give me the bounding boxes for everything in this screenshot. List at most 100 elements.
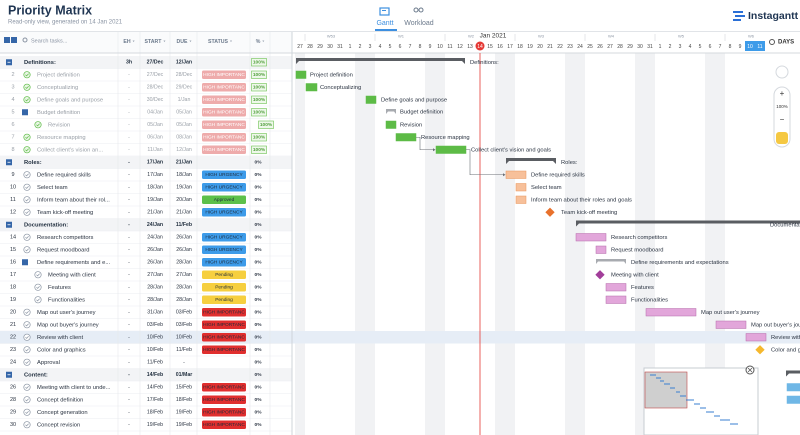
status-badge[interactable] bbox=[202, 133, 246, 142]
task-bar[interactable] bbox=[745, 333, 767, 342]
status-badge[interactable] bbox=[202, 295, 246, 305]
task-bar[interactable] bbox=[715, 320, 747, 329]
status-badge[interactable] bbox=[202, 320, 246, 330]
status-badge[interactable] bbox=[202, 145, 246, 155]
complete-checkbox[interactable] bbox=[23, 321, 31, 329]
complete-checkbox[interactable] bbox=[34, 296, 42, 304]
group-row-bg bbox=[0, 56, 292, 69]
task-bar[interactable] bbox=[365, 95, 377, 104]
status-badge[interactable] bbox=[202, 345, 246, 355]
task-name: Functionalities bbox=[48, 297, 85, 303]
milestone[interactable] bbox=[545, 207, 555, 217]
progress: 0% bbox=[255, 210, 263, 216]
status-badge[interactable] bbox=[202, 170, 246, 180]
complete-checkbox[interactable] bbox=[23, 146, 31, 154]
status-badge[interactable] bbox=[202, 420, 246, 430]
task-bar[interactable] bbox=[515, 183, 527, 192]
status-badge[interactable] bbox=[202, 333, 246, 342]
task-bar[interactable] bbox=[295, 70, 307, 79]
task-bar[interactable] bbox=[435, 145, 467, 154]
status-badge[interactable] bbox=[202, 270, 246, 280]
complete-checkbox[interactable] bbox=[23, 96, 31, 104]
complete-checkbox[interactable] bbox=[23, 196, 31, 204]
subgroup-toggle[interactable] bbox=[22, 109, 28, 116]
complete-checkbox[interactable] bbox=[23, 183, 31, 191]
status-label: HIGH IMPORTANC bbox=[203, 347, 245, 353]
complete-checkbox[interactable] bbox=[23, 408, 31, 416]
status-badge[interactable] bbox=[202, 408, 246, 417]
task-bar[interactable] bbox=[595, 245, 607, 254]
complete-checkbox[interactable] bbox=[34, 283, 42, 291]
complete-checkbox[interactable] bbox=[23, 333, 31, 341]
status-badge[interactable] bbox=[202, 233, 246, 242]
progress: 0% bbox=[255, 322, 263, 328]
status-badge[interactable] bbox=[202, 308, 246, 317]
complete-checkbox[interactable] bbox=[23, 171, 31, 179]
toolbar-button[interactable] bbox=[775, 65, 789, 79]
search-input[interactable]: Search tasks... bbox=[31, 38, 68, 44]
complete-checkbox[interactable] bbox=[23, 308, 31, 316]
complete-checkbox[interactable] bbox=[23, 383, 31, 391]
complete-checkbox[interactable] bbox=[23, 83, 31, 91]
status-badge[interactable] bbox=[202, 195, 246, 205]
task-bar[interactable] bbox=[605, 295, 627, 304]
column-header[interactable]: % bbox=[256, 39, 261, 45]
task-name: Resource mapping bbox=[37, 135, 86, 141]
day-label: 10 bbox=[437, 44, 443, 50]
column-header[interactable]: DUE bbox=[177, 39, 188, 45]
zoom-out[interactable]: − bbox=[780, 115, 785, 124]
task-bar[interactable] bbox=[385, 120, 397, 129]
status-badge[interactable] bbox=[202, 395, 246, 405]
toolbar-button[interactable] bbox=[776, 132, 788, 144]
effort-hours: - bbox=[128, 360, 130, 366]
task-bar[interactable] bbox=[645, 308, 697, 317]
status-badge[interactable] bbox=[202, 108, 246, 117]
progress: 0% bbox=[255, 222, 263, 228]
task-bar[interactable] bbox=[605, 283, 627, 292]
status-badge[interactable] bbox=[202, 208, 246, 217]
complete-checkbox[interactable] bbox=[23, 71, 31, 79]
column-header[interactable]: EH bbox=[123, 39, 130, 45]
status-badge[interactable] bbox=[202, 183, 246, 192]
column-header[interactable]: START bbox=[145, 39, 163, 45]
status-badge[interactable] bbox=[202, 95, 246, 105]
status-badge[interactable] bbox=[202, 70, 246, 80]
task-bar[interactable] bbox=[505, 170, 527, 179]
column-header[interactable]: STATUS bbox=[208, 39, 229, 45]
effort-hours: - bbox=[128, 272, 130, 278]
progress: 100% bbox=[260, 122, 273, 128]
task-bar[interactable] bbox=[515, 195, 527, 204]
due-date: 26/Jan bbox=[176, 235, 192, 241]
task-bar[interactable] bbox=[305, 83, 318, 92]
milestone[interactable] bbox=[595, 270, 605, 280]
zoom-in[interactable]: + bbox=[780, 89, 785, 98]
complete-checkbox[interactable] bbox=[23, 246, 31, 254]
status-badge[interactable] bbox=[202, 258, 246, 267]
gantt-tab[interactable]: Gantt bbox=[375, 7, 397, 31]
status-badge[interactable] bbox=[202, 283, 246, 292]
status-badge[interactable] bbox=[202, 383, 246, 392]
task-bar[interactable] bbox=[786, 395, 800, 404]
complete-checkbox[interactable] bbox=[23, 396, 31, 404]
workload-tab[interactable]: Workload bbox=[404, 7, 434, 27]
task-bar[interactable] bbox=[786, 383, 800, 392]
status-label: HIGH IMPORTANC bbox=[203, 122, 245, 128]
complete-checkbox[interactable] bbox=[23, 421, 31, 429]
subgroup-toggle[interactable] bbox=[22, 259, 28, 266]
complete-checkbox[interactable] bbox=[23, 233, 31, 241]
complete-checkbox[interactable] bbox=[23, 346, 31, 354]
collapse-all[interactable] bbox=[11, 37, 17, 43]
status-badge[interactable] bbox=[202, 83, 246, 92]
status-badge[interactable] bbox=[202, 245, 246, 255]
milestone[interactable] bbox=[755, 345, 765, 355]
complete-checkbox[interactable] bbox=[34, 121, 42, 129]
complete-checkbox[interactable] bbox=[23, 208, 31, 216]
scale-selector[interactable]: DAYS bbox=[769, 39, 795, 46]
task-bar[interactable] bbox=[395, 133, 417, 142]
complete-checkbox[interactable] bbox=[23, 358, 31, 366]
task-bar[interactable] bbox=[575, 233, 607, 242]
complete-checkbox[interactable] bbox=[34, 271, 42, 279]
status-badge[interactable] bbox=[202, 120, 246, 130]
complete-checkbox[interactable] bbox=[23, 133, 31, 141]
expand-all[interactable] bbox=[4, 37, 10, 43]
